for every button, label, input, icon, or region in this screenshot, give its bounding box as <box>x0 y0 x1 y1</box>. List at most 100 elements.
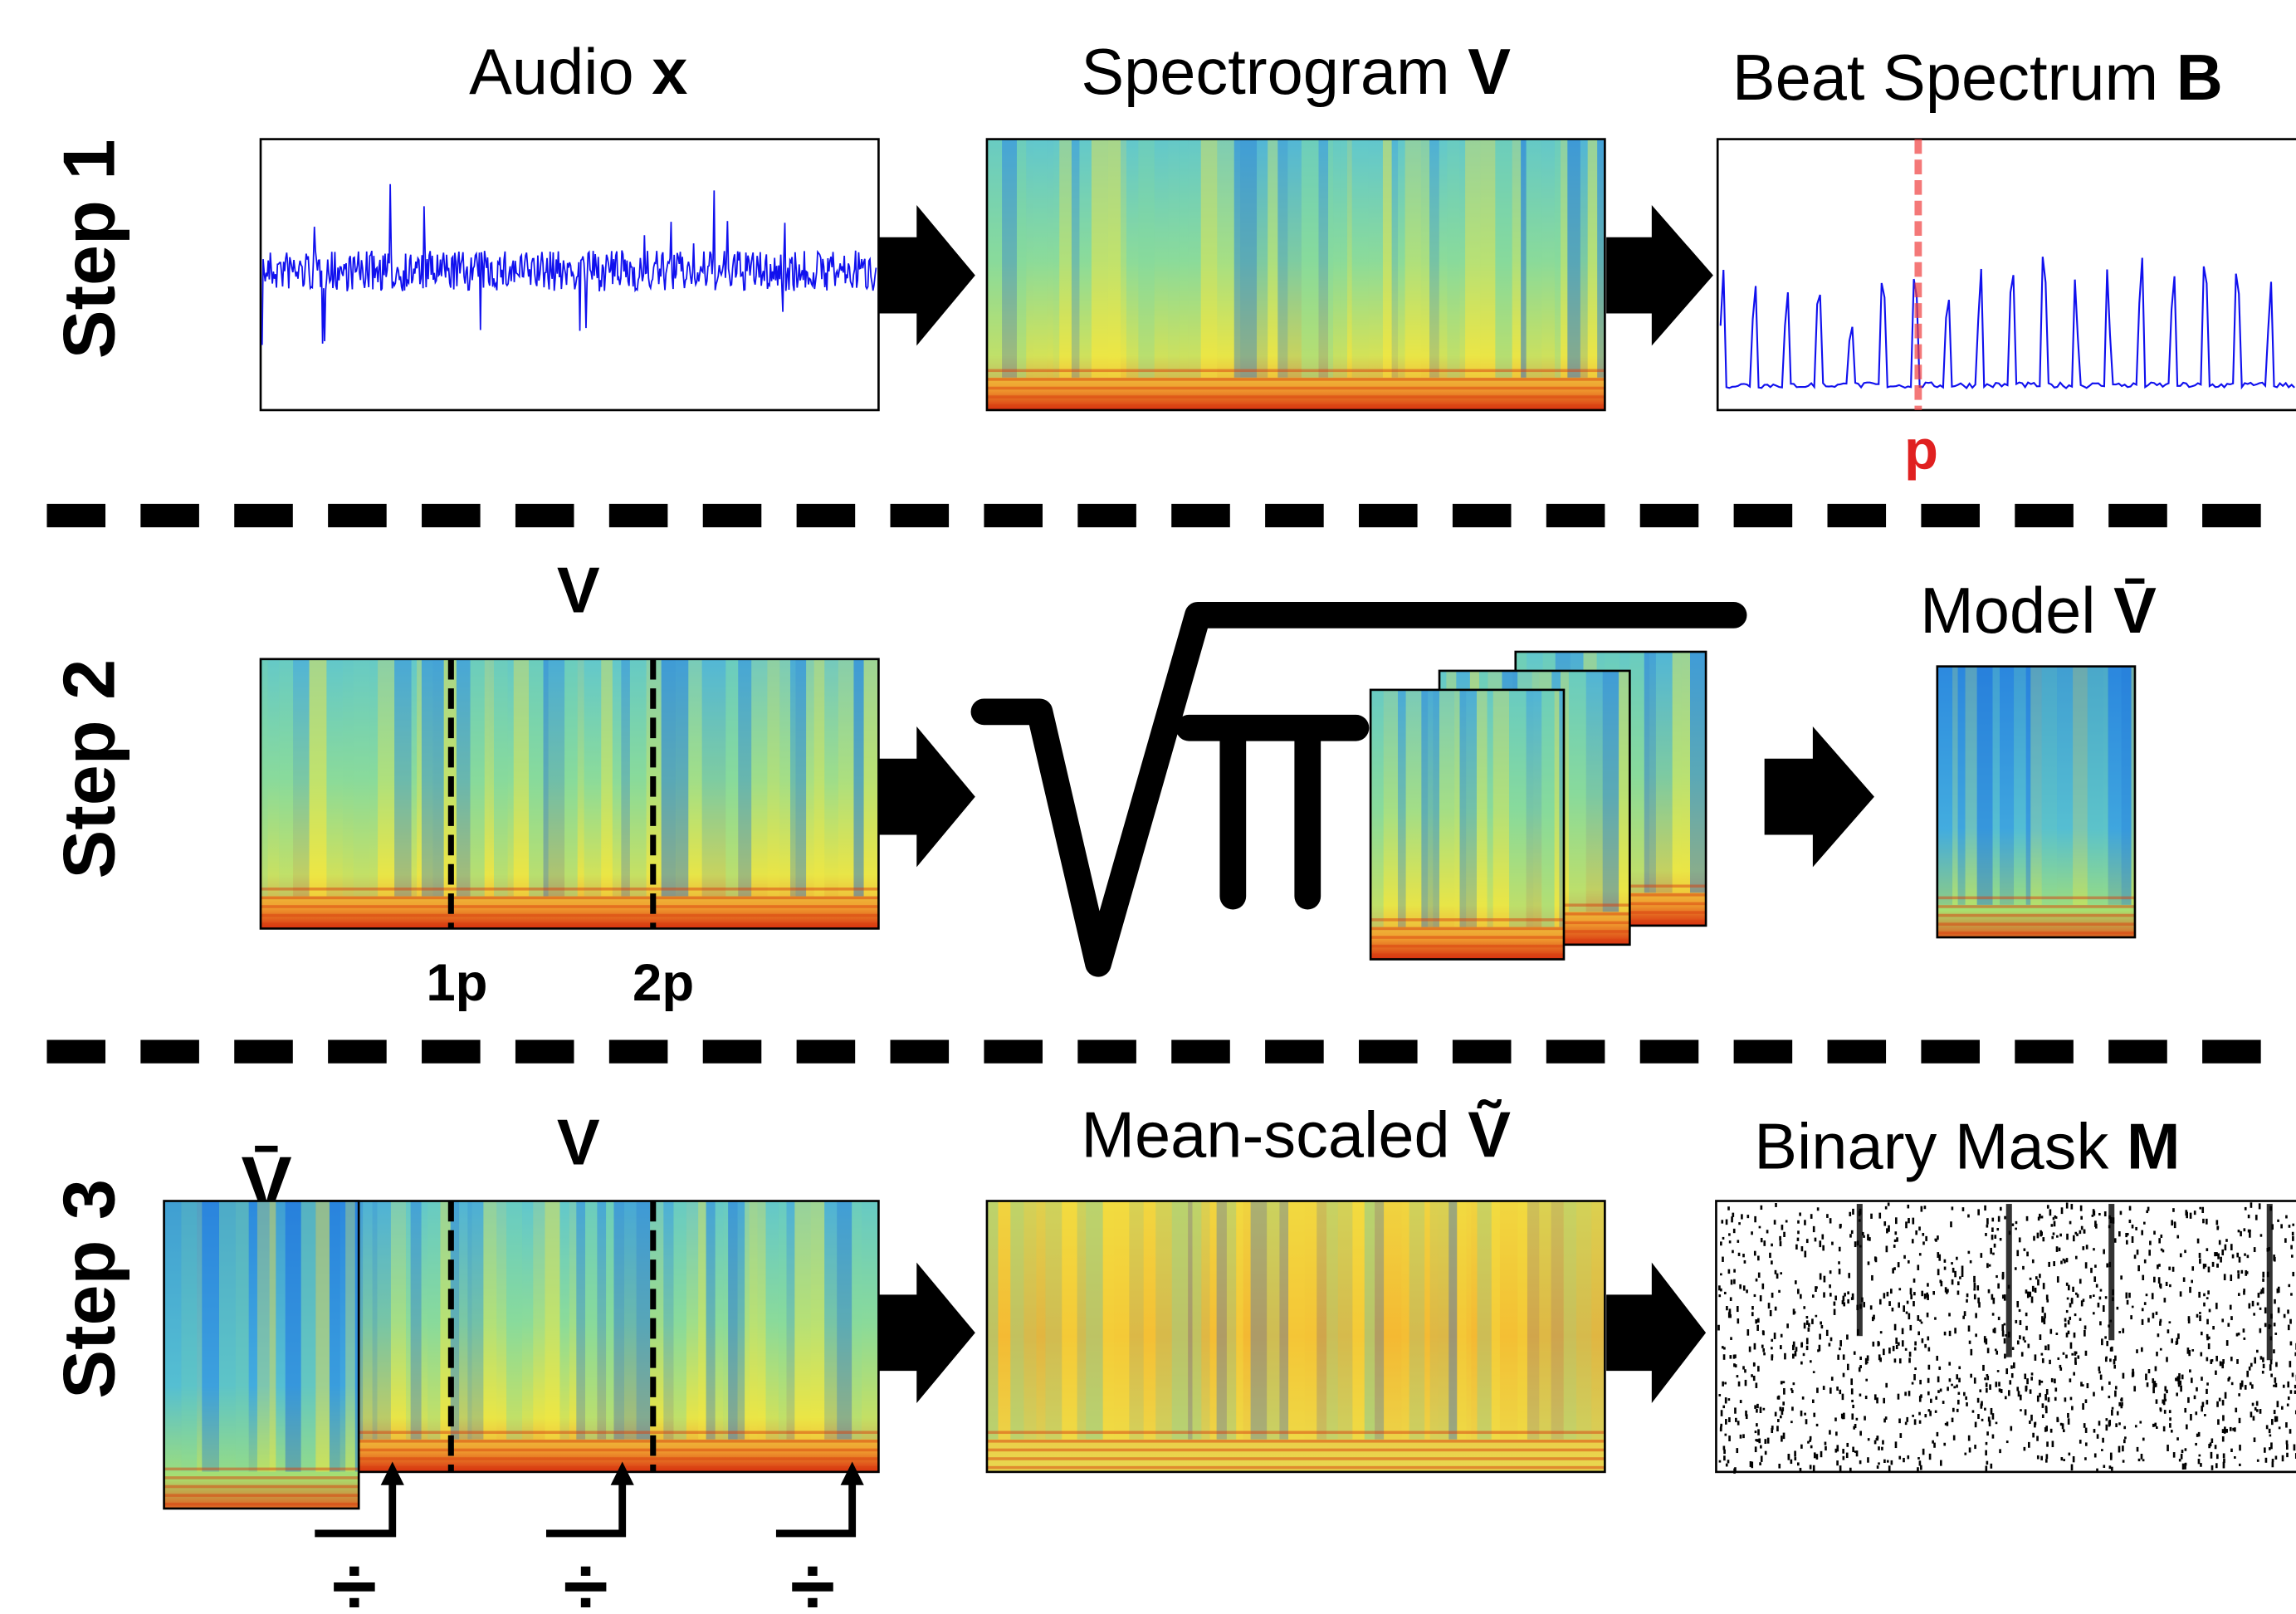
mask-dot <box>2105 1357 2108 1359</box>
mask-dot <box>1753 1362 1756 1367</box>
spectrogram-stripe <box>1405 139 1421 378</box>
mask-dot <box>1730 1337 1732 1340</box>
mask-dot <box>1723 1450 1726 1454</box>
mask-dot <box>1717 1325 1720 1331</box>
spectrogram-stripe <box>1977 667 1993 905</box>
spectrogram-stripe <box>1108 139 1121 378</box>
mask-dot <box>1919 1380 1922 1384</box>
mask-dot <box>1929 1454 1932 1460</box>
mask-dot <box>2225 1429 2228 1433</box>
mask-dot <box>2222 1429 2225 1433</box>
spectrogram-stripe <box>249 1201 257 1472</box>
mask-dot <box>2083 1330 2086 1337</box>
mask-dot <box>1746 1329 1749 1336</box>
mask-dot <box>1877 1435 1879 1439</box>
spectrogram-stripe <box>1257 139 1268 378</box>
mask-dot <box>1888 1202 1890 1206</box>
spectrogram-stripe <box>1317 1201 1326 1440</box>
spectrogram-stripe <box>1457 1201 1466 1440</box>
spectrogram-stripe <box>824 1201 837 1440</box>
mask-dot <box>1989 1264 1991 1267</box>
mask-dot <box>2254 1437 2256 1442</box>
divide-operator: ÷ <box>790 1540 835 1614</box>
mask-dot <box>2230 1427 2232 1431</box>
mask-dot <box>1914 1342 1917 1346</box>
mask-dot <box>2063 1459 2065 1461</box>
mask-dot <box>1738 1253 1741 1256</box>
mask-dot <box>1977 1414 1980 1419</box>
mask-dot <box>2025 1409 2027 1415</box>
mask-dot <box>1730 1297 1732 1301</box>
mask-dot <box>2054 1397 2057 1401</box>
mask-dot <box>2024 1374 2026 1380</box>
mask-dot <box>1848 1273 1850 1278</box>
mask-dot <box>2096 1284 2098 1288</box>
mask-dot <box>1954 1328 1956 1333</box>
mask-dot <box>1919 1319 1922 1322</box>
mask-dot <box>2239 1445 2241 1450</box>
mask-dot <box>1823 1386 1825 1390</box>
mask-dot <box>1859 1393 1862 1396</box>
mask-dot <box>1903 1458 1905 1462</box>
mask-dot <box>1913 1292 1916 1295</box>
mask-dot <box>2099 1297 2102 1300</box>
mask-dot <box>1749 1347 1751 1352</box>
mask-dot <box>1895 1441 1898 1448</box>
audio-title: Audio x <box>469 37 687 108</box>
mask-dot <box>2047 1205 2049 1208</box>
mask-dot <box>1813 1226 1815 1232</box>
mask-dot <box>1810 1360 1812 1362</box>
mask-dot <box>2190 1414 2192 1421</box>
mask-dot <box>2243 1289 2245 1292</box>
mask-dot <box>2230 1449 2233 1452</box>
mask-dot <box>2105 1418 2108 1421</box>
mask-dot <box>1821 1235 1824 1240</box>
mask-dot <box>2256 1401 2259 1406</box>
mask-dot <box>2139 1421 2142 1423</box>
mask-dot <box>1992 1435 1995 1439</box>
spectrogram-stripe <box>1077 1201 1087 1440</box>
spectrogram-stripe <box>862 1201 875 1440</box>
mask-dot <box>1957 1281 1960 1285</box>
mask-dot <box>1964 1311 1966 1316</box>
mask-dot <box>2028 1442 2030 1448</box>
mask-dot <box>2220 1362 2222 1367</box>
harmonic <box>987 1440 1605 1443</box>
mask-dot <box>2201 1207 2204 1213</box>
mask-dot <box>2222 1359 2225 1364</box>
mask-dot <box>2271 1419 2274 1425</box>
mask-dot <box>1836 1387 1839 1391</box>
mask-dot <box>2230 1305 2232 1310</box>
mask-dot <box>1952 1268 1955 1273</box>
mask-dot <box>1958 1392 1961 1395</box>
spectrogram-stripe <box>1401 1201 1409 1440</box>
mask-dot <box>1737 1240 1739 1242</box>
mask-dot <box>2053 1261 2055 1266</box>
spectrogram-stripe <box>779 1201 787 1440</box>
mask-dot <box>1777 1419 1780 1422</box>
mask-dot <box>1793 1308 1795 1314</box>
mask-dot <box>2083 1230 2086 1234</box>
mask-dot <box>1882 1440 1884 1445</box>
mask-dot <box>2203 1303 2206 1307</box>
mask-dot <box>2199 1315 2201 1321</box>
mask-dot <box>2069 1317 2071 1320</box>
mask-dot <box>2105 1296 2108 1299</box>
spectrogram-stripe <box>1079 139 1091 378</box>
mask-dot <box>2199 1207 2201 1210</box>
mask-dot <box>1755 1431 1757 1433</box>
mask-dot <box>1974 1445 1976 1449</box>
mask-dot <box>2071 1353 2074 1356</box>
mask-dot <box>1849 1234 1852 1237</box>
harmonic <box>987 1466 1605 1470</box>
spectrogram-stripe <box>1243 1201 1251 1440</box>
mask-dot <box>1751 1374 1753 1377</box>
spectrogram-stripe <box>1521 139 1527 378</box>
mask-dot <box>2076 1234 2079 1236</box>
mask-dot <box>2033 1236 2035 1241</box>
mask-dot <box>1995 1349 1997 1352</box>
mask-dot <box>1778 1464 1781 1469</box>
mask-dot <box>1984 1206 1986 1210</box>
mask-dot <box>1771 1339 1773 1342</box>
mask-dot <box>1954 1271 1956 1277</box>
